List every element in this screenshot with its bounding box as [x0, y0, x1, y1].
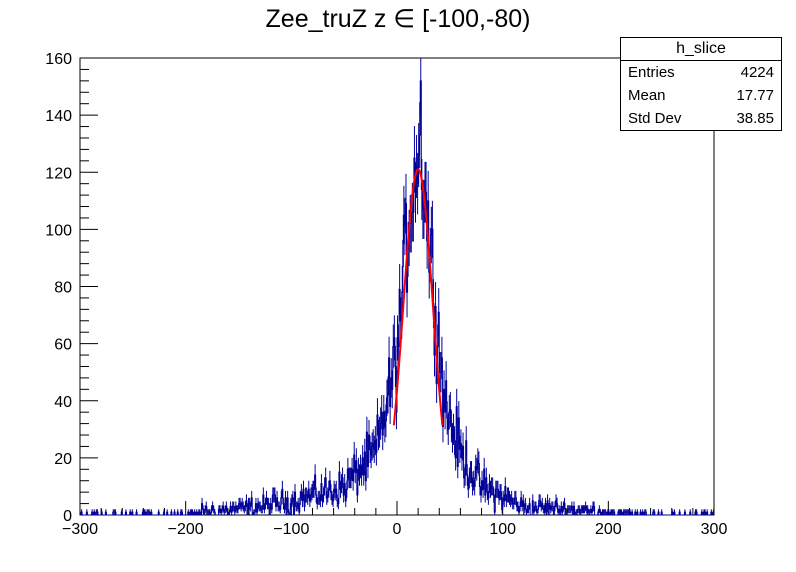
y-tick-label: 60: [54, 337, 72, 354]
stats-mean-row: Mean 17.77: [621, 84, 781, 107]
x-tick-label: −200: [168, 521, 204, 538]
y-tick-label: 80: [54, 280, 72, 297]
y-axis-tick-labels: 0 20 40 60 80 100 120 140 160: [45, 51, 72, 525]
x-tick-label: −300: [62, 521, 98, 538]
y-tick-label: 160: [45, 51, 72, 68]
y-tick-label: 100: [45, 222, 72, 239]
y-tick-label: 40: [54, 394, 72, 411]
stats-box-title: h_slice: [621, 38, 781, 61]
stats-std-label: Std Dev: [628, 110, 682, 127]
fit-curve: [392, 168, 444, 426]
y-tick-label: 140: [45, 108, 72, 125]
x-tick-label: 100: [489, 521, 516, 538]
x-tick-label: 0: [393, 521, 402, 538]
stats-entries-value: 4224: [740, 64, 774, 81]
chart-title: Zee_truZ z ∈ [-100,-80): [265, 5, 531, 33]
y-tick-label: 20: [54, 451, 72, 468]
x-tick-label: 200: [595, 521, 622, 538]
x-axis-tick-labels: −300 −200 −100 0 100 200 300: [62, 521, 727, 538]
x-tick-label: −100: [273, 521, 309, 538]
histogram-outline: [80, 80, 714, 516]
stats-box: h_slice Entries 4224 Mean 17.77 Std Dev …: [620, 37, 782, 131]
y-axis-ticks: [80, 57, 98, 516]
y-tick-label: 120: [45, 165, 72, 182]
stats-std-value: 38.85: [736, 110, 774, 127]
plot-frame: [79, 57, 715, 516]
stats-entries-label: Entries: [628, 64, 675, 81]
stats-entries-row: Entries 4224: [621, 61, 781, 84]
stats-mean-value: 17.77: [736, 87, 774, 104]
stats-std-row: Std Dev 38.85: [621, 107, 781, 130]
x-tick-label: 300: [701, 521, 728, 538]
histogram-bins: [80, 58, 714, 516]
y-tick-label: 0: [63, 508, 72, 525]
stats-mean-label: Mean: [628, 87, 666, 104]
